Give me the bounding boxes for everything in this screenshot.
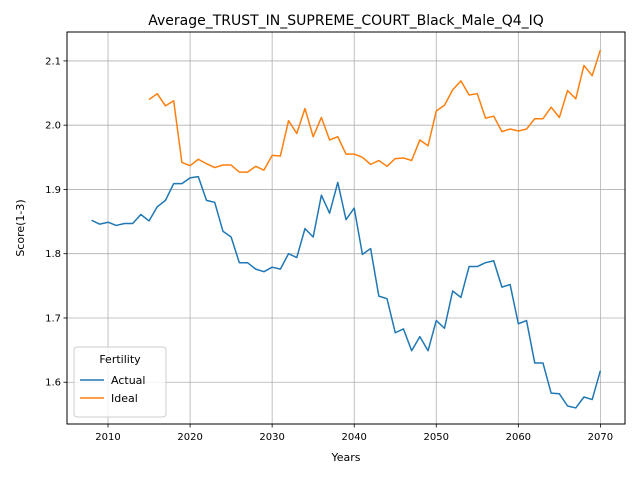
x-tick-label: 2030	[259, 432, 284, 443]
series-lines	[91, 49, 602, 409]
y-tick-label: 2.0	[45, 121, 61, 132]
x-tick-label: 2020	[177, 432, 202, 443]
x-axis-label: Years	[330, 451, 360, 464]
y-tick-label: 2.1	[45, 56, 61, 67]
x-tick-label: 2050	[424, 432, 449, 443]
legend-title: Fertility	[99, 353, 141, 366]
x-tick-label: 2010	[95, 432, 120, 443]
y-tick-label: 1.9	[45, 185, 61, 196]
x-tick-label: 2040	[341, 432, 366, 443]
chart-title: Average_TRUST_IN_SUPREME_COURT_Black_Mal…	[148, 13, 544, 29]
y-tick-label: 1.7	[45, 313, 61, 324]
legend-label-ideal: Ideal	[111, 392, 138, 405]
y-tick-label: 1.8	[45, 249, 61, 260]
legend: Fertility Actual Ideal	[73, 346, 167, 418]
x-tick-label: 2060	[506, 432, 531, 443]
legend-label-actual: Actual	[111, 374, 145, 387]
plot-frame	[66, 31, 626, 425]
axis-ticks: 2010 2020 2030 2040 2050 2060 2070 1.6 1.7 1.8 1.9…	[45, 56, 613, 443]
series-line-ideal	[148, 49, 602, 173]
y-axis-label: Score(1-3)	[14, 199, 27, 256]
legend-entries: Actual Ideal	[80, 374, 145, 405]
series-line-actual	[91, 175, 602, 409]
x-tick-label: 2070	[588, 432, 613, 443]
legend-box	[73, 346, 167, 418]
y-tick-label: 1.6	[45, 378, 61, 389]
